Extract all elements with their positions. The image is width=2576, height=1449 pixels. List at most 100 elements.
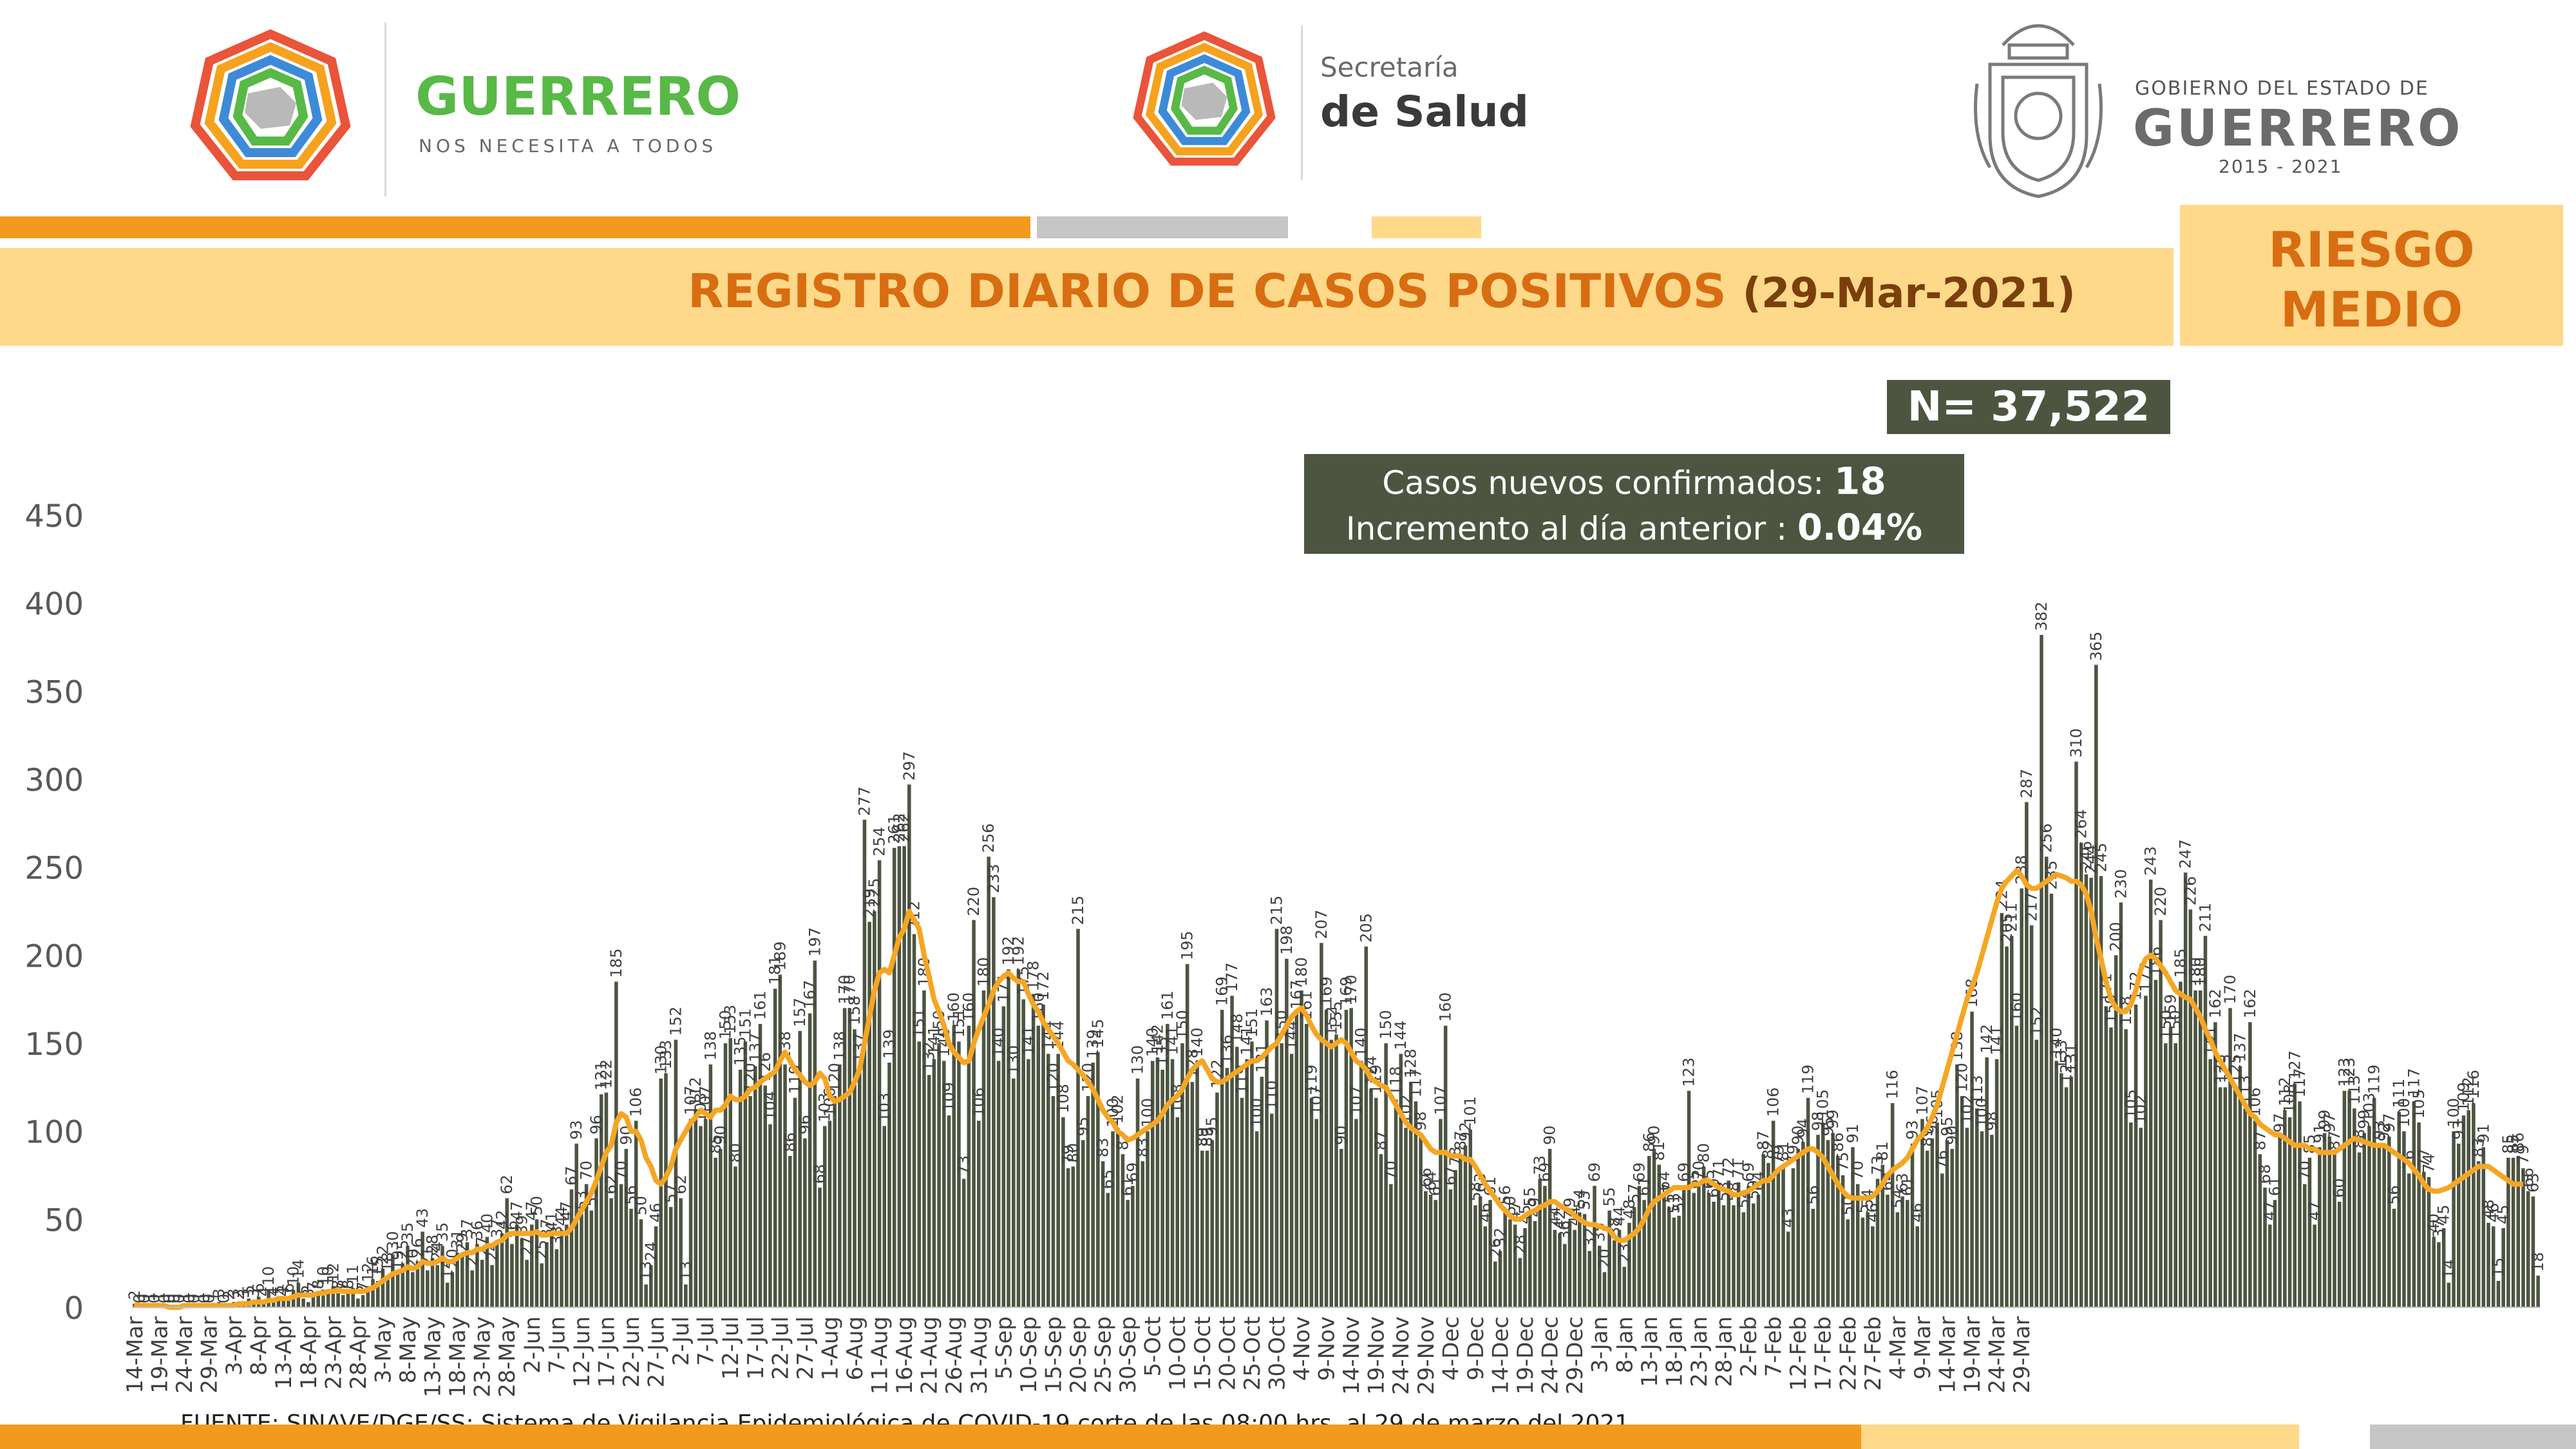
bar bbox=[674, 1039, 678, 1307]
bar-value-label: 76 bbox=[1933, 1150, 1951, 1170]
bar-value-label: 116 bbox=[2465, 1070, 2483, 1099]
bar bbox=[435, 1265, 440, 1307]
bar-value-label: 20 bbox=[1595, 1249, 1613, 1269]
bar bbox=[2461, 1115, 2466, 1307]
bar-value-label: 100 bbox=[2395, 1098, 2413, 1128]
bar bbox=[2258, 1154, 2262, 1307]
bar-value-label: 77 bbox=[2415, 1148, 2433, 1168]
bar bbox=[2124, 1029, 2128, 1307]
bar-value-label: 122 bbox=[597, 1059, 615, 1089]
bar bbox=[2148, 879, 2153, 1307]
bar bbox=[1115, 1128, 1120, 1307]
bar-value-label: 66 bbox=[1417, 1168, 1435, 1188]
bar bbox=[554, 1249, 559, 1307]
bar-value-label: 46 bbox=[1476, 1203, 1494, 1223]
bar bbox=[500, 1233, 504, 1307]
bar bbox=[679, 1198, 683, 1307]
bar bbox=[2501, 1228, 2505, 1307]
increment-value: 0.04% bbox=[1797, 507, 1923, 549]
bar bbox=[386, 1275, 390, 1307]
bar-value-label: 219 bbox=[860, 889, 878, 918]
bar bbox=[2009, 936, 2014, 1307]
bar bbox=[1071, 1166, 1075, 1307]
bar bbox=[2447, 1282, 2451, 1307]
bar-value-label: 247 bbox=[2177, 839, 2195, 869]
bar-value-label: 99 bbox=[1824, 1110, 1842, 1130]
bar-value-label: 79 bbox=[2514, 1145, 2532, 1165]
bar-value-label: 109 bbox=[2454, 1082, 2472, 1112]
bar bbox=[1582, 1214, 1587, 1307]
bar-value-label: 43 bbox=[1779, 1208, 1797, 1228]
bar bbox=[1602, 1272, 1607, 1307]
bar bbox=[1424, 1191, 1428, 1307]
bar-value-label: 3 bbox=[245, 1289, 263, 1298]
bar-value-label: 111 bbox=[2390, 1079, 2408, 1108]
bar-value-label: 26 bbox=[408, 1238, 426, 1258]
bar bbox=[2467, 1110, 2470, 1307]
bar-value-label: 68 bbox=[811, 1164, 829, 1184]
bar bbox=[475, 1244, 479, 1307]
bar bbox=[2094, 665, 2098, 1307]
bar-value-label: 47 bbox=[2261, 1201, 2279, 1221]
bar-value-label: 119 bbox=[1302, 1065, 1320, 1094]
bar-value-label: 145 bbox=[1089, 1019, 1107, 1048]
bar-value-label: 93 bbox=[2370, 1120, 2388, 1140]
bar bbox=[892, 848, 896, 1307]
bar bbox=[1051, 1096, 1056, 1307]
bar-value-label: 93 bbox=[567, 1120, 585, 1140]
bar bbox=[589, 1210, 594, 1307]
bar bbox=[2228, 1008, 2232, 1307]
bar bbox=[1468, 1129, 1472, 1307]
bar-value-label: 99 bbox=[2355, 1110, 2373, 1130]
bar bbox=[1776, 1168, 1781, 1307]
bar-value-label: 140 bbox=[1188, 1028, 1206, 1057]
bar-value-label: 72 bbox=[1719, 1157, 1738, 1177]
bar-value-label: 28 bbox=[424, 1235, 442, 1255]
bar-value-label: 70 bbox=[1382, 1160, 1400, 1180]
bar bbox=[981, 990, 986, 1307]
bar-value-label: 11 bbox=[344, 1264, 362, 1284]
bar bbox=[1478, 1196, 1482, 1307]
bar-value-label: 63 bbox=[2524, 1173, 2542, 1193]
bar bbox=[1439, 1119, 1443, 1307]
bar-value-label: 113 bbox=[1968, 1075, 1986, 1104]
bar-value-label: 44 bbox=[1611, 1206, 1629, 1226]
bar bbox=[1414, 1101, 1418, 1307]
y-axis: 0 50 100 150 200 250 300 350 400 450 bbox=[24, 498, 84, 1327]
bar-value-label: 262 bbox=[890, 813, 908, 842]
bar-value-label: 57 bbox=[1625, 1184, 1643, 1204]
bar-value-label: 261 bbox=[886, 815, 904, 844]
bar-value-label: 170 bbox=[1342, 975, 1360, 1005]
bar bbox=[912, 934, 916, 1307]
bar bbox=[917, 1041, 922, 1307]
bar-value-label: 151 bbox=[736, 1008, 754, 1037]
bar-value-label: 91 bbox=[2474, 1124, 2492, 1144]
bar-value-label: 47 bbox=[2306, 1201, 2324, 1221]
bar bbox=[768, 1124, 772, 1307]
x-tick-label: 17-Jun bbox=[594, 1316, 620, 1388]
bar bbox=[1975, 1108, 1979, 1307]
bar bbox=[1061, 1117, 1065, 1307]
bar-value-label: 365 bbox=[2087, 632, 2105, 661]
bar-value-label: 54 bbox=[1888, 1189, 1906, 1209]
bar-value-label: 287 bbox=[2018, 769, 2036, 799]
bar bbox=[1727, 1180, 1730, 1307]
x-tick-label: 9-Dec bbox=[1463, 1316, 1489, 1381]
bar bbox=[1994, 1059, 1999, 1307]
bar bbox=[1910, 1143, 1915, 1307]
bar bbox=[1935, 1122, 1939, 1307]
bar-value-label: 15 bbox=[369, 1257, 387, 1277]
bar bbox=[2387, 1136, 2391, 1307]
bar bbox=[2481, 1147, 2486, 1307]
bar bbox=[1155, 1057, 1160, 1307]
bar bbox=[515, 1224, 519, 1307]
bar bbox=[1851, 1147, 1855, 1307]
bar bbox=[1180, 1043, 1184, 1307]
bar bbox=[1339, 1149, 1343, 1307]
bar-value-label: 53 bbox=[1576, 1191, 1594, 1211]
salud-divider bbox=[1301, 26, 1303, 180]
bar bbox=[1747, 1186, 1750, 1307]
bar bbox=[485, 1236, 489, 1307]
bar-value-label: 180 bbox=[2186, 957, 2204, 987]
bar bbox=[1831, 1133, 1835, 1307]
